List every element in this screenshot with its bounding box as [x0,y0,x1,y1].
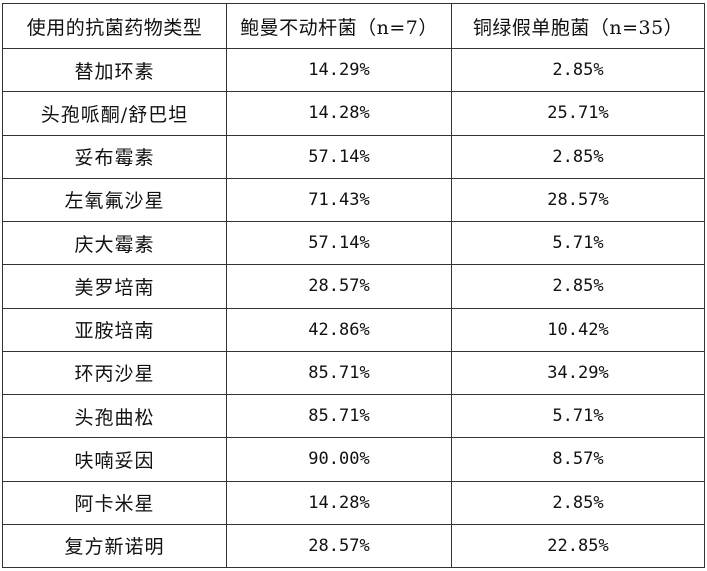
drug-name-cell: 头孢哌酮/舒巴坦 [2,91,227,136]
header-acinetobacter: 鲍曼不动杆菌（n=7） [226,3,452,49]
table-row: 美罗培南 28.57% 2.85% [2,264,705,309]
pseudomonas-value-cell: 2.85% [451,47,705,93]
drug-name-cell: 亚胺培南 [2,307,227,352]
table-row: 呋喃妥因 90.00% 8.57% [2,437,705,482]
acinetobacter-value-cell: 28.57% [226,264,452,309]
table-row: 环丙沙星 85.71% 34.29% [2,350,705,396]
table-row: 妥布霉素 57.14% 2.85% [2,134,705,179]
pseudomonas-value-cell: 8.57% [451,437,705,482]
header-pseudomonas: 铜绿假单胞菌（n=35） [451,3,705,49]
pseudomonas-value-cell: 2.85% [451,134,705,179]
acinetobacter-value-cell: 28.57% [226,523,452,569]
pseudomonas-value-cell: 10.42% [451,307,705,352]
pseudomonas-value-cell: 28.57% [451,177,705,223]
drug-name-cell: 头孢曲松 [2,393,227,439]
pseudomonas-value-cell: 5.71% [451,220,705,266]
pseudomonas-value-cell: 2.85% [451,264,705,309]
drug-name-cell: 环丙沙星 [2,350,227,396]
acinetobacter-value-cell: 90.00% [226,437,452,482]
drug-name-cell: 妥布霉素 [2,134,227,179]
acinetobacter-value-cell: 85.71% [226,393,452,439]
pseudomonas-value-cell: 22.85% [451,523,705,569]
acinetobacter-value-cell: 85.71% [226,350,452,396]
table-row: 头孢曲松 85.71% 5.71% [2,393,705,439]
drug-name-cell: 美罗培南 [2,264,227,309]
table-row: 庆大霉素 57.14% 5.71% [2,220,705,266]
acinetobacter-value-cell: 42.86% [226,307,452,352]
acinetobacter-value-cell: 57.14% [226,134,452,179]
drug-name-cell: 阿卡米星 [2,480,227,525]
table-row: 替加环素 14.29% 2.85% [2,47,705,93]
drug-name-cell: 复方新诺明 [2,523,227,569]
acinetobacter-value-cell: 57.14% [226,220,452,266]
drug-name-cell: 替加环素 [2,47,227,93]
table-row: 亚胺培南 42.86% 10.42% [2,307,705,352]
acinetobacter-value-cell: 71.43% [226,177,452,223]
table-row: 头孢哌酮/舒巴坦 14.28% 25.71% [2,91,705,136]
drug-name-cell: 左氧氟沙星 [2,177,227,223]
drug-name-cell: 庆大霉素 [2,220,227,266]
pseudomonas-value-cell: 34.29% [451,350,705,396]
pseudomonas-value-cell: 2.85% [451,480,705,525]
acinetobacter-value-cell: 14.28% [226,480,452,525]
header-row: 使用的抗菌药物类型 鲍曼不动杆菌（n=7） 铜绿假单胞菌（n=35） [2,3,705,49]
pseudomonas-value-cell: 25.71% [451,91,705,136]
table-row: 左氧氟沙星 71.43% 28.57% [2,177,705,223]
table-row: 阿卡米星 14.28% 2.85% [2,480,705,525]
table-row: 复方新诺明 28.57% 22.85% [2,523,705,569]
header-drug-type: 使用的抗菌药物类型 [2,3,227,49]
antibiotic-resistance-table: 使用的抗菌药物类型 鲍曼不动杆菌（n=7） 铜绿假单胞菌（n=35） 替加环素 … [2,3,705,569]
acinetobacter-value-cell: 14.29% [226,47,452,93]
drug-name-cell: 呋喃妥因 [2,437,227,482]
acinetobacter-value-cell: 14.28% [226,91,452,136]
pseudomonas-value-cell: 5.71% [451,393,705,439]
